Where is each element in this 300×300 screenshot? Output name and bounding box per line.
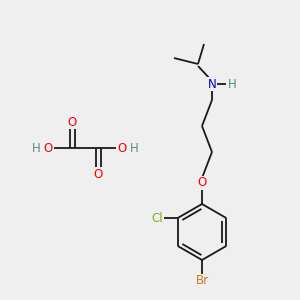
Text: Br: Br (195, 274, 208, 287)
Text: O: O (93, 167, 103, 181)
Text: H: H (32, 142, 40, 154)
Text: Cl: Cl (151, 212, 163, 224)
Text: O: O (44, 142, 52, 154)
Text: O: O (117, 142, 127, 154)
Text: O: O (68, 116, 76, 128)
Text: N: N (208, 77, 216, 91)
Text: O: O (197, 176, 207, 190)
Text: H: H (130, 142, 138, 154)
Text: H: H (228, 77, 236, 91)
